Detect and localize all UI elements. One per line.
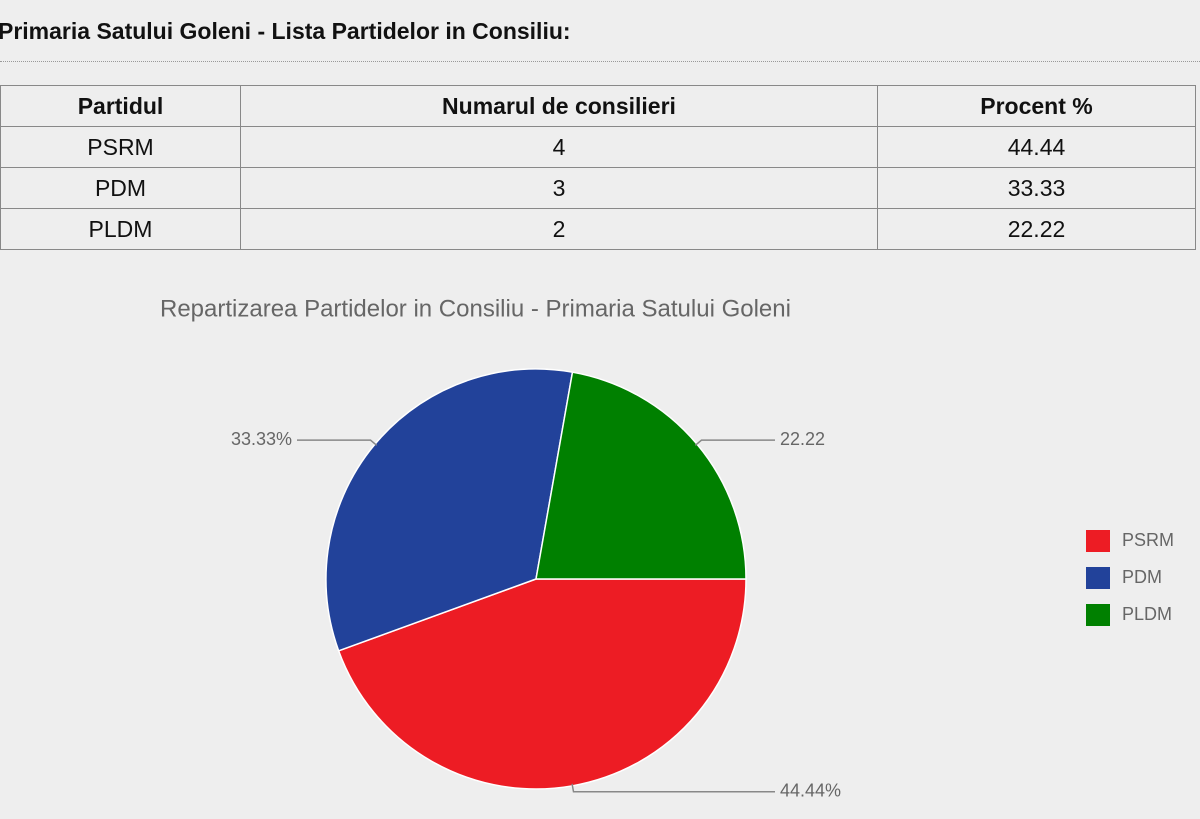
callout-line	[694, 439, 775, 446]
callout-line	[571, 783, 775, 793]
table-row: PDM 3 33.33	[0, 167, 1196, 209]
table-cell: 4	[240, 126, 878, 168]
legend-swatch	[1086, 567, 1110, 589]
callout-line	[297, 439, 378, 446]
party-table: Partidul Numarul de consilieri Procent % P…	[0, 85, 1196, 250]
slice-label: 44.44%	[780, 780, 841, 800]
table-cell: 3	[240, 167, 878, 209]
chart-title: Repartizarea Partidelor in Consiliu - Pr…	[160, 295, 791, 322]
legend-label: PSRM	[1122, 530, 1174, 550]
table-cell: PDM	[0, 167, 241, 209]
slice-label: 33.33%	[231, 429, 292, 449]
table-cell: 44.44	[877, 126, 1196, 168]
column-header: Partidul	[0, 85, 241, 127]
pie-slice	[535, 371, 747, 580]
legend-swatch	[1086, 604, 1110, 626]
legend-swatch	[1086, 530, 1110, 552]
table-body: PSRM 4 44.44 PDM 3 33.33 PLDM 2 22.22	[0, 126, 1196, 250]
table-cell: 22.22	[877, 208, 1196, 250]
table-cell: PLDM	[0, 208, 241, 250]
table-cell: PSRM	[0, 126, 241, 168]
legend-label: PDM	[1122, 567, 1162, 587]
chart: Repartizarea Partidelor in Consiliu - Pr…	[160, 295, 1174, 800]
slice-label: 22.22	[780, 429, 825, 449]
separator	[0, 61, 1200, 62]
table-cell: 33.33	[877, 167, 1196, 209]
legend-label: PLDM	[1122, 604, 1172, 624]
column-header: Numarul de consilieri	[240, 85, 878, 127]
table-cell: 2	[240, 208, 878, 250]
table-row: PSRM 4 44.44	[0, 126, 1196, 168]
table-row: PLDM 2 22.22	[0, 208, 1196, 250]
header-row: Partidul Numarul de consilieri Procent %	[0, 85, 1196, 127]
column-header: Procent %	[877, 85, 1196, 127]
page-title: Primaria Satului Goleni - Lista Partidel…	[0, 18, 571, 44]
